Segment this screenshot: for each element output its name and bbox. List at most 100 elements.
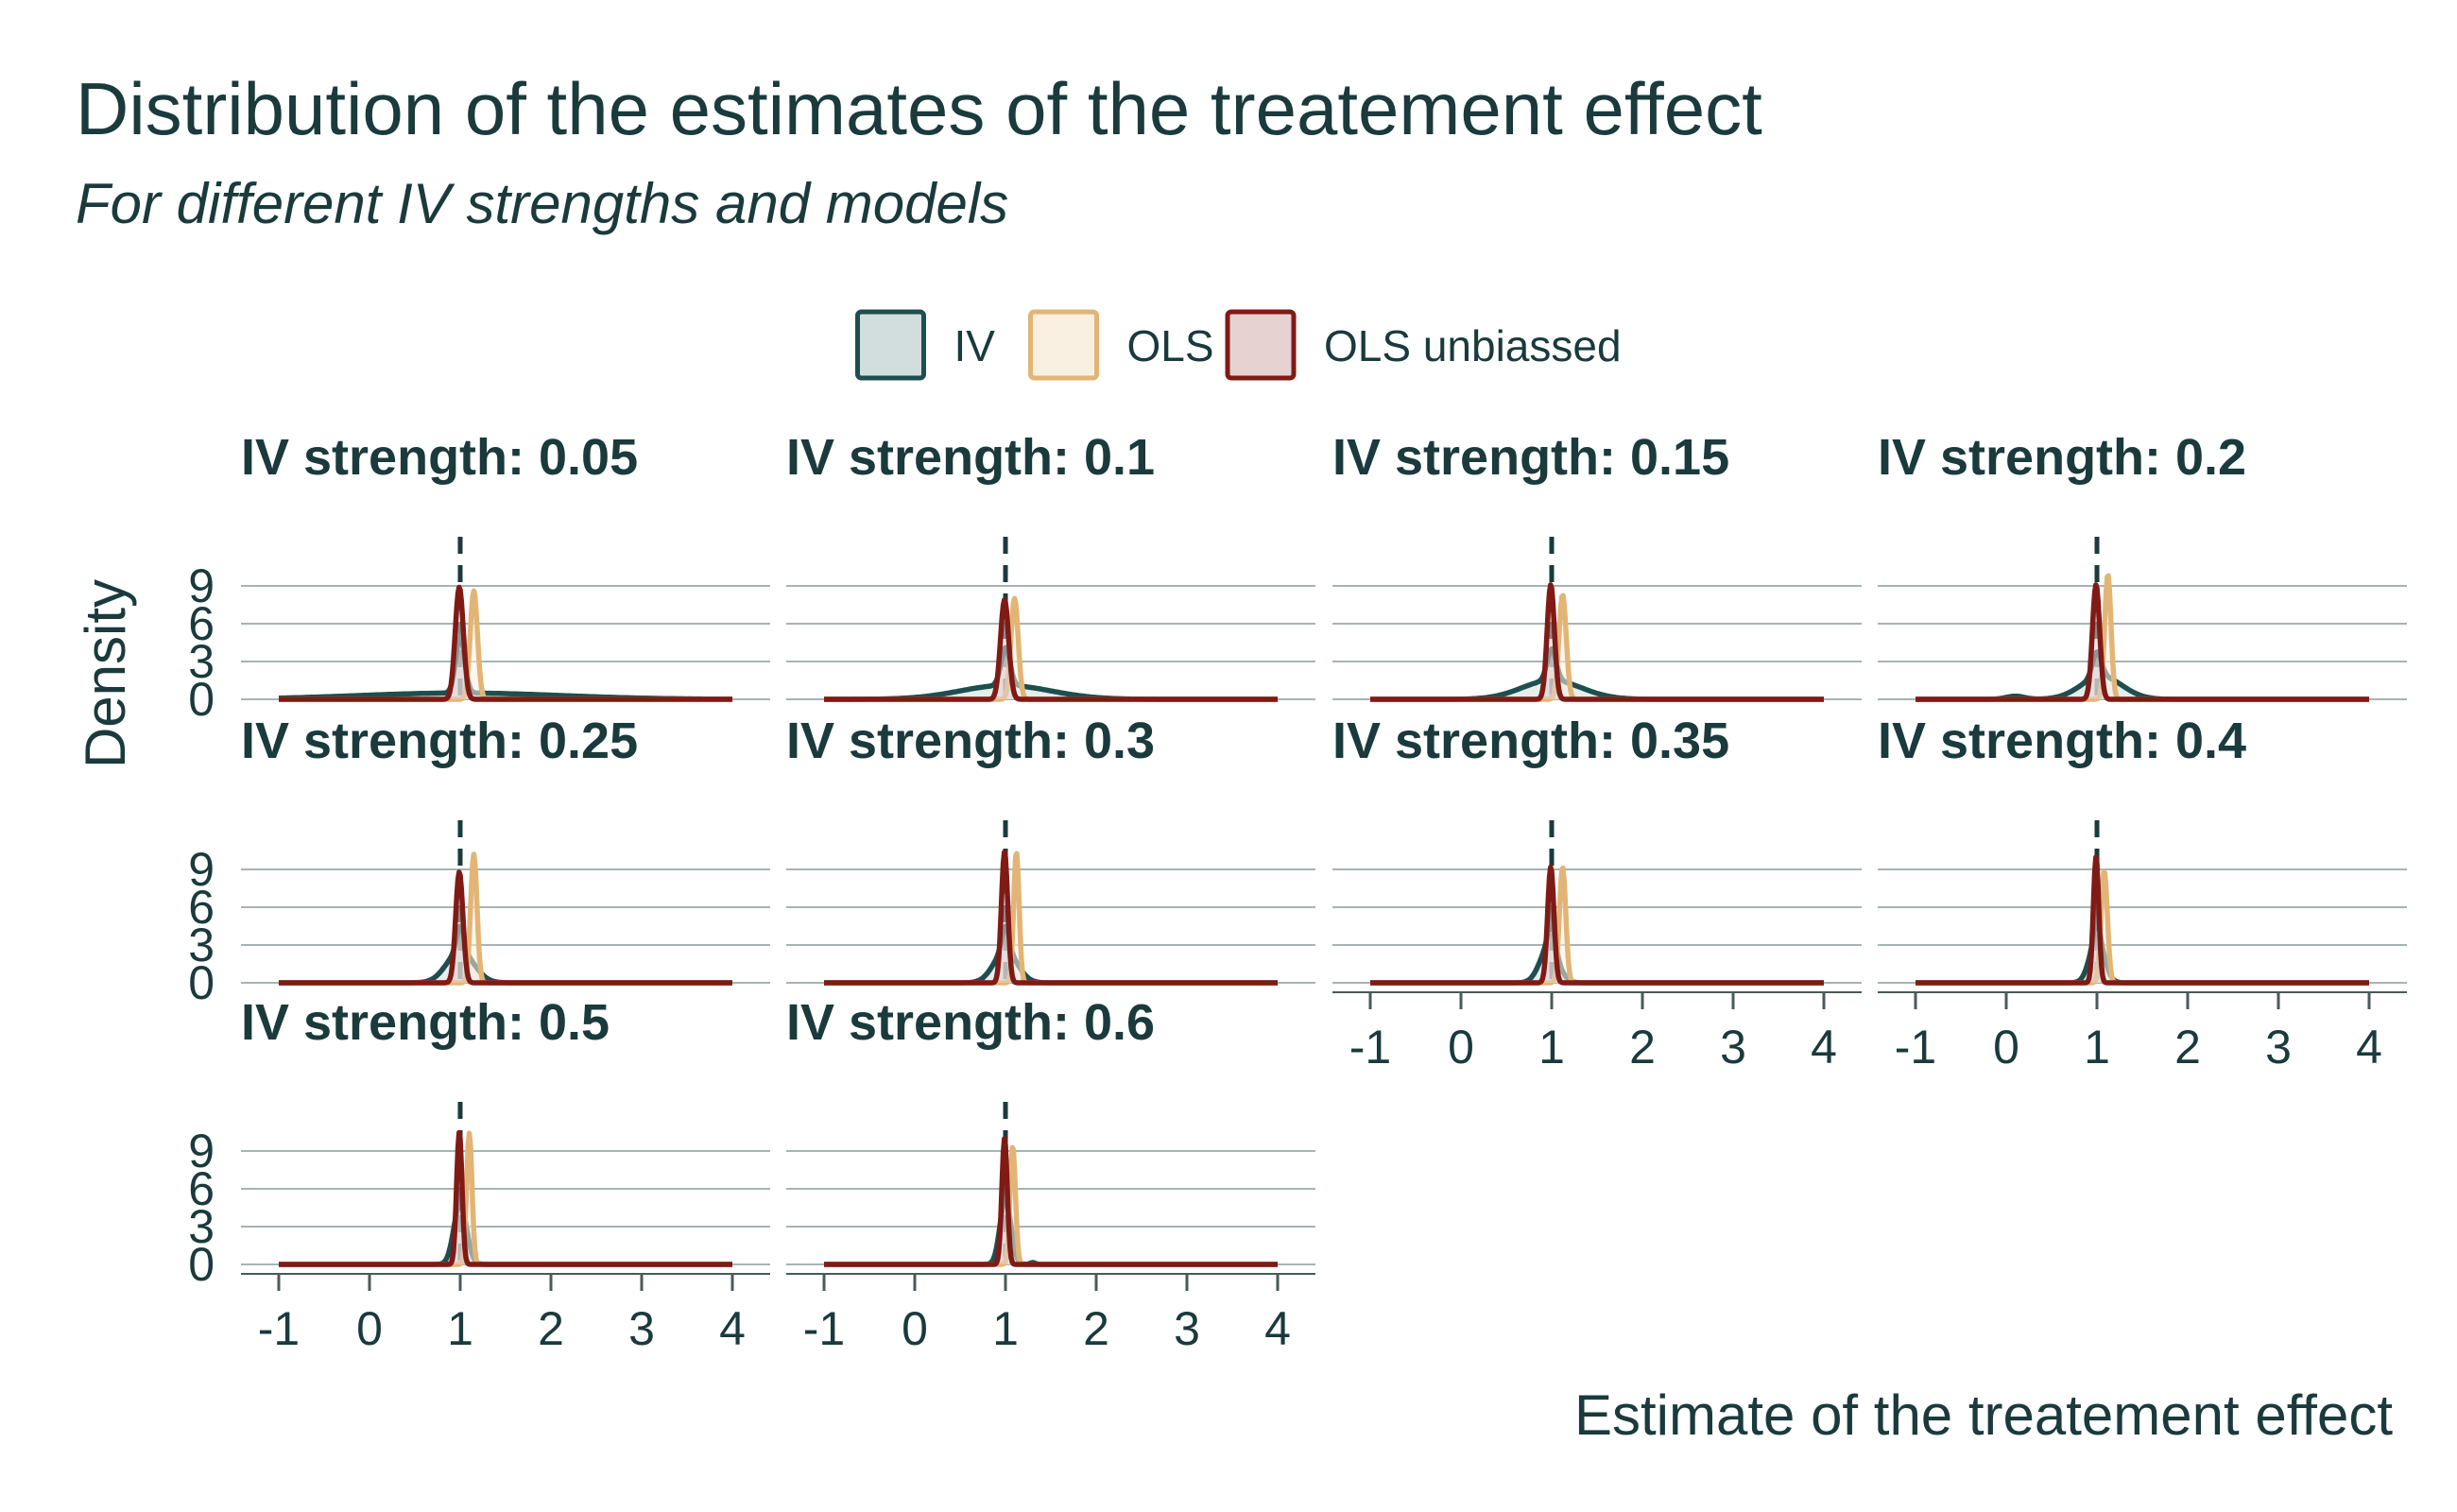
facet-strip-label: IV strength: 0.2 [1878, 429, 2246, 486]
density-area-ols-unbiassed [279, 1132, 732, 1264]
density-line-ols [1914, 573, 2371, 702]
density-line-ols-unbiassed [822, 597, 1280, 702]
density-line-ols [822, 1144, 1280, 1267]
density-line-ols [822, 850, 1280, 986]
density-line-ols-unbiassed [1914, 854, 2371, 986]
density-area-iv [1916, 919, 2369, 983]
y-tick-label: 6 [188, 1162, 215, 1215]
facet-strip-label: IV strength: 0.3 [786, 713, 1155, 769]
density-line-ols [277, 1130, 734, 1267]
facet-strip-label: IV strength: 0.6 [786, 994, 1155, 1051]
facet-panel: IV strength: 0.6 -1 0 1 2 3 4 [786, 994, 1315, 1355]
density-line-ols-unbiassed [822, 849, 1280, 986]
x-tick-label: 4 [1811, 1021, 1837, 1074]
facet-strip-label: IV strength: 0.05 [241, 429, 638, 486]
x-tick-label: 2 [1629, 1021, 1656, 1074]
density-line-ols-unbiassed [1914, 582, 2371, 702]
x-tick-label: 2 [2174, 1021, 2201, 1074]
density-area-iv [824, 1198, 1278, 1264]
density-area-ols-unbiassed [1916, 857, 2369, 983]
y-tick-label: 9 [188, 1125, 215, 1177]
density-area-ols [824, 853, 1278, 983]
density-line-iv [822, 1195, 1280, 1267]
legend-key [1028, 309, 1099, 381]
density-area-ols-unbiassed [824, 1139, 1278, 1264]
facet-strip-label: IV strength: 0.35 [1332, 713, 1729, 769]
density-line-iv [1914, 649, 2371, 702]
facet-strip-label: IV strength: 0.1 [786, 429, 1155, 486]
x-tick-label: 4 [2356, 1021, 2382, 1074]
chart-title: Distribution of the estimates of the tre… [76, 67, 1762, 150]
y-tick-label: 6 [188, 597, 215, 650]
legend-key [1225, 309, 1297, 381]
x-tick-label: 0 [902, 1302, 928, 1355]
density-area-ols-unbiassed [279, 871, 732, 983]
density-line-ols-unbiassed [822, 1136, 1280, 1267]
x-tick-label: -1 [803, 1302, 845, 1355]
density-line-ols [277, 851, 734, 986]
density-line-ols-unbiassed [277, 584, 734, 702]
facet-strip-label: IV strength: 0.4 [1878, 713, 2246, 769]
density-line-iv [822, 923, 1280, 986]
y-tick-label: 0 [188, 673, 215, 726]
density-line-ols-unbiassed [277, 1129, 734, 1267]
facet-panel: IV strength: 0.2 [1878, 429, 2407, 702]
y-tick-label: 3 [188, 1200, 215, 1253]
facet-strip-label: IV strength: 0.5 [241, 994, 610, 1051]
legend-item-iv: IV [855, 309, 995, 381]
density-line-iv [277, 633, 734, 702]
x-tick-label: 4 [1264, 1302, 1291, 1355]
density-line-ols [822, 595, 1280, 702]
x-tick-label: 0 [356, 1302, 383, 1355]
y-tick-label: 0 [188, 1238, 215, 1291]
density-area-iv [279, 636, 732, 699]
density-area-ols-unbiassed [824, 851, 1278, 983]
x-tick-label: 1 [1538, 1021, 1565, 1074]
density-area-iv [279, 926, 732, 983]
y-tick-label: 3 [188, 635, 215, 688]
density-line-ols [277, 588, 734, 702]
y-tick-label: 0 [188, 956, 215, 1009]
facet-panel: IV strength: 0.1 [786, 429, 1315, 702]
density-area-ols [824, 1147, 1278, 1264]
legend-label: OLS [1127, 321, 1214, 370]
facet-strip-label: IV strength: 0.25 [241, 713, 638, 769]
density-line-ols-unbiassed [277, 869, 734, 986]
density-area-ols-unbiassed [279, 587, 732, 699]
x-tick-label: 1 [992, 1302, 1019, 1355]
density-area-iv [824, 926, 1278, 983]
density-area-ols-unbiassed [1370, 867, 1824, 983]
density-area-ols [1370, 595, 1824, 699]
facet-panel: IV strength: 0.4 -1 0 1 2 3 4 [1878, 713, 2407, 1074]
density-line-ols-unbiassed [1368, 864, 1826, 986]
density-area-ols [279, 1133, 732, 1264]
density-area-iv [279, 1204, 732, 1264]
density-line-ols [1368, 593, 1826, 702]
density-line-iv [277, 1201, 734, 1267]
x-tick-label: 3 [1174, 1302, 1200, 1355]
x-tick-label: -1 [1349, 1021, 1391, 1074]
density-area-ols [1370, 868, 1824, 983]
y-tick-label: 9 [188, 843, 215, 896]
y-tick-label: 9 [188, 559, 215, 612]
chart-subtitle: For different IV strengths and models [76, 172, 1008, 235]
density-area-ols-unbiassed [1370, 584, 1824, 699]
density-area-ols-unbiassed [1916, 584, 2369, 699]
legend-label: OLS unbiassed [1324, 321, 1622, 370]
density-area-ols [824, 598, 1278, 699]
x-axis-title: Estimate of the treatement effect [1574, 1383, 2393, 1447]
density-line-ols [1914, 868, 2371, 986]
legend-item-ols: OLS [1028, 309, 1214, 381]
facet-panel: IV strength: 0.3 [786, 713, 1315, 986]
legend-key [855, 309, 926, 381]
x-tick-label: 4 [719, 1302, 746, 1355]
density-area-ols [279, 591, 732, 699]
legend-item-ols-unbiassed: OLS unbiassed [1225, 309, 1622, 381]
x-tick-label: 1 [447, 1302, 473, 1355]
x-tick-label: -1 [1895, 1021, 1936, 1074]
density-area-ols [279, 854, 732, 983]
x-tick-label: 1 [2084, 1021, 2110, 1074]
